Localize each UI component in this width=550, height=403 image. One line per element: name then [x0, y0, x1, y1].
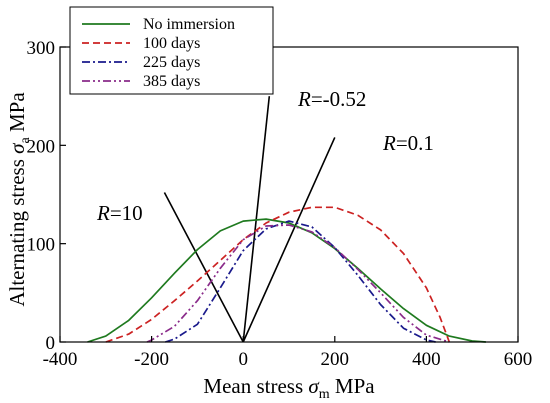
x-tick-label: -200	[134, 349, 169, 370]
y-tick-label: 0	[46, 333, 56, 354]
ratio-label-value: =0.1	[396, 131, 434, 155]
x-axis-title-prefix: Mean stress	[203, 374, 308, 398]
ratio-label: R=10	[96, 201, 143, 225]
axis-ticks: -400 -200 0 200 400 600 0 100 200 300	[27, 38, 533, 370]
series-line	[146, 224, 450, 343]
x-tick-label: -400	[43, 349, 78, 370]
ratio-line	[242, 137, 336, 343]
ratio-label: R=0.1	[382, 131, 434, 155]
x-axis-title-symbol: σ	[308, 374, 320, 398]
ratio-label-symbol: R	[382, 131, 396, 155]
x-tick-label: 200	[321, 349, 350, 370]
x-tick-label: 400	[412, 349, 441, 370]
y-axis-title-prefix: Alternating stress	[5, 154, 29, 307]
ratio-line	[242, 96, 271, 343]
y-axis-title-suffix: MPa	[5, 92, 29, 138]
y-tick-label: 200	[27, 136, 56, 157]
ratio-label-value: =-0.52	[311, 87, 367, 111]
y-axis-title: Alternating stress σa MPa	[5, 92, 33, 307]
ratio-label-symbol: R	[96, 201, 110, 225]
series-line	[87, 218, 486, 343]
y-axis-title-sub: a	[18, 136, 33, 143]
legend-label: 385 days	[143, 73, 200, 90]
series-line	[105, 206, 451, 343]
ratio-lines	[163, 96, 336, 343]
x-tick-label: 600	[504, 349, 533, 370]
ratio-label: R=-0.52	[297, 87, 366, 111]
ratio-line	[163, 192, 244, 343]
ratio-label-symbol: R	[297, 87, 311, 111]
y-tick-label: 100	[27, 235, 56, 256]
legend-label: 225 days	[143, 54, 200, 71]
series-line	[165, 220, 436, 343]
legend-box	[69, 6, 274, 95]
x-axis-title-suffix: MPa	[330, 374, 376, 398]
x-tick-label: 0	[238, 349, 248, 370]
x-axis-title-sub: m	[319, 387, 330, 402]
x-axis-title: Mean stress σm MPa	[203, 374, 375, 402]
y-tick-label: 300	[27, 38, 56, 59]
plot-frame	[59, 46, 519, 343]
legend-label: 100 days	[143, 35, 200, 52]
legend: No immersion 100 days 225 days 385 days	[69, 6, 274, 95]
y-axis-title-symbol: σ	[5, 142, 29, 154]
series-lines	[87, 206, 486, 343]
ratio-annotations: R=10R=-0.52R=0.1	[96, 87, 434, 225]
legend-label: No immersion	[143, 16, 235, 33]
ratio-label-value: =10	[110, 201, 143, 225]
